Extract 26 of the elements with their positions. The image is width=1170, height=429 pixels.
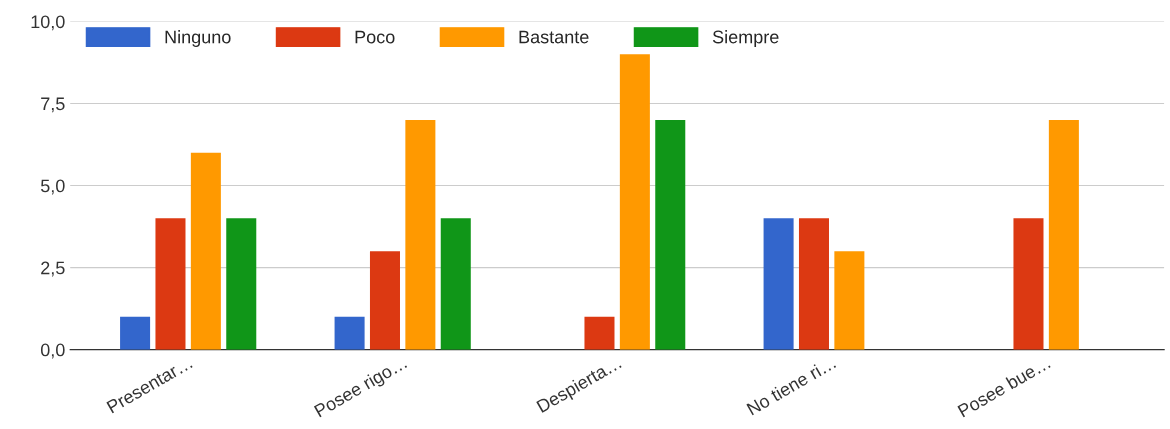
x-tick-label: No tiene ri… — [746, 355, 837, 416]
bar — [155, 218, 186, 350]
bar — [440, 218, 471, 350]
y-tick-label: 0,0 — [40, 343, 65, 359]
y-tick-label: 7,5 — [41, 97, 65, 113]
bar — [120, 316, 151, 350]
bar — [1048, 119, 1079, 350]
bar — [1013, 218, 1044, 350]
bar — [834, 251, 865, 350]
bar — [334, 316, 365, 350]
bar — [190, 152, 221, 350]
bar — [763, 218, 794, 350]
bar — [655, 119, 686, 350]
bar — [405, 119, 436, 350]
bar — [584, 316, 615, 350]
legend-label: Poco — [355, 30, 395, 44]
y-tick-label: 2,5 — [41, 261, 65, 277]
bar — [226, 218, 257, 350]
legend-label: Ninguno — [165, 30, 231, 47]
y-tick-label: 10,0 — [31, 15, 65, 31]
bar — [798, 218, 829, 350]
legend-label: Bastante — [519, 30, 589, 44]
bar — [619, 54, 650, 350]
y-tick-label: 5,0 — [40, 179, 65, 195]
legend-label: Siempre — [712, 30, 779, 47]
bar — [369, 251, 400, 350]
